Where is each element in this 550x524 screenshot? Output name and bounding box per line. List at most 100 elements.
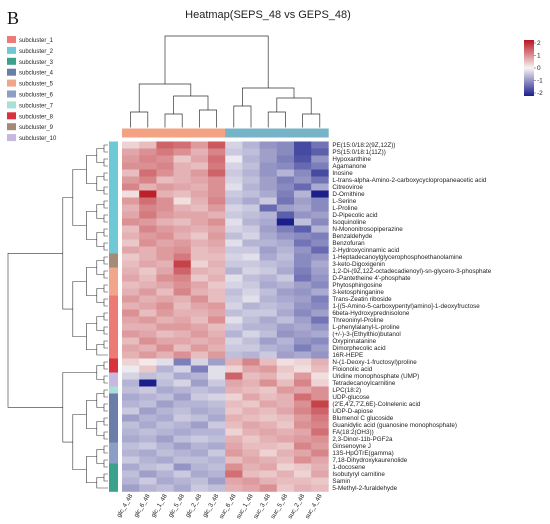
heatmap-cell	[225, 218, 243, 226]
color-scale-label: 0	[537, 65, 541, 72]
column-group-cell	[276, 128, 295, 138]
heatmap-cell	[276, 211, 295, 219]
dendrogram-branch	[103, 256, 108, 265]
heatmap-cell	[259, 218, 278, 226]
heatmap-cell	[225, 253, 243, 261]
heatmap-cell	[294, 351, 312, 359]
row-subcluster-cell	[109, 330, 118, 338]
heatmap-cell	[122, 442, 140, 450]
dendrogram-branch	[276, 97, 312, 114]
heatmap-cell	[259, 176, 278, 184]
row-label: Floionolic acid	[332, 366, 372, 373]
heatmap-cell	[173, 372, 192, 380]
heatmap-cell	[208, 414, 226, 422]
heatmap-cell	[156, 463, 174, 471]
row-subcluster-cell	[109, 302, 118, 310]
row-label: D-Ornithine	[332, 191, 365, 198]
dendrogram-branch	[103, 144, 108, 153]
heatmap-cell	[276, 379, 295, 387]
heatmap-cell	[242, 358, 260, 366]
heatmap-cell	[294, 449, 312, 457]
heatmap-cell	[173, 358, 192, 366]
row-subcluster-cell	[109, 141, 118, 149]
heatmap-cell	[139, 337, 157, 345]
heatmap-cell	[242, 141, 260, 149]
dendrogram-branch	[96, 344, 108, 356]
heatmap-cell	[156, 302, 174, 310]
heatmap-cell	[225, 274, 243, 282]
heatmap-cell	[294, 400, 312, 408]
dendrogram-branch	[86, 400, 97, 429]
heatmap-cell	[242, 407, 260, 415]
dendrogram-branch	[96, 477, 108, 489]
dendrogram-branch	[164, 35, 269, 88]
heatmap-cell	[156, 414, 174, 422]
heatmap-cell	[173, 442, 192, 450]
row-label: Benzofuran	[332, 240, 365, 247]
row-subcluster-cell	[109, 386, 118, 394]
heatmap-cell	[242, 225, 260, 233]
dendrogram-branch	[103, 312, 108, 321]
column-group-cell	[190, 128, 209, 138]
heatmap-cell	[225, 141, 243, 149]
heatmap-cell	[122, 162, 140, 170]
dendrogram-branch	[103, 298, 108, 307]
heatmap-cell	[190, 456, 209, 464]
dendrogram-branch	[103, 389, 108, 398]
heatmap-cell	[190, 211, 209, 219]
column-group-cell	[156, 128, 174, 138]
heatmap-cell	[156, 379, 174, 387]
heatmap-cell	[190, 190, 209, 198]
heatmap-cell	[276, 204, 295, 212]
column-label: glc_1_48	[150, 493, 169, 519]
heatmap-cell	[122, 344, 140, 352]
heatmap-cell	[225, 204, 243, 212]
heatmap-cell	[156, 351, 174, 359]
row-subcluster-cell	[109, 442, 118, 450]
heatmap-cell	[259, 204, 278, 212]
row-subcluster-cell	[109, 204, 118, 212]
row-subcluster-cell	[109, 190, 118, 198]
heatmap-cell	[190, 218, 209, 226]
heatmap-cell	[190, 162, 209, 170]
heatmap-cell	[190, 330, 209, 338]
heatmap-cell	[156, 253, 174, 261]
dendrogram-branch	[96, 176, 104, 191]
heatmap-cell	[190, 295, 209, 303]
heatmap-cell	[276, 232, 295, 240]
heatmap-cell	[242, 155, 260, 163]
heatmap-cell	[242, 435, 260, 443]
heatmap-cell	[139, 169, 157, 177]
heatmap-cell	[242, 169, 260, 177]
heatmap-cell	[208, 246, 226, 254]
column-label: glc_4_48	[116, 493, 135, 519]
row-subcluster-cell	[109, 162, 118, 170]
row-label: Blumenol C glucoside	[332, 415, 393, 422]
heatmap-cell	[294, 183, 312, 191]
heatmap-cell	[156, 442, 174, 450]
row-subcluster-cell	[109, 225, 118, 233]
heatmap-cell	[242, 337, 260, 345]
heatmap-cell	[139, 477, 157, 485]
heatmap-cell	[190, 463, 209, 471]
heatmap-cell	[294, 330, 312, 338]
dendrogram-branch	[103, 172, 108, 181]
heatmap-cell	[242, 428, 260, 436]
legend-swatch	[7, 90, 16, 98]
heatmap-cell	[242, 204, 260, 212]
heatmap-cell	[276, 197, 295, 205]
row-label: Phytosphingosine	[332, 282, 382, 289]
heatmap-cell	[173, 323, 192, 331]
row-subcluster-cell	[109, 365, 118, 373]
heatmap-cell	[311, 260, 329, 268]
heatmap-cell	[122, 204, 140, 212]
heatmap-cell	[173, 456, 192, 464]
heatmap-cell	[190, 246, 209, 254]
dendrogram-branch	[86, 267, 97, 296]
legend-swatch	[7, 57, 16, 65]
heatmap-cell	[259, 197, 278, 205]
row-label: Dimorphecolic acid	[332, 345, 386, 352]
heatmap-cell	[242, 239, 260, 247]
heatmap-cell	[139, 232, 157, 240]
heatmap-cell	[259, 442, 278, 450]
